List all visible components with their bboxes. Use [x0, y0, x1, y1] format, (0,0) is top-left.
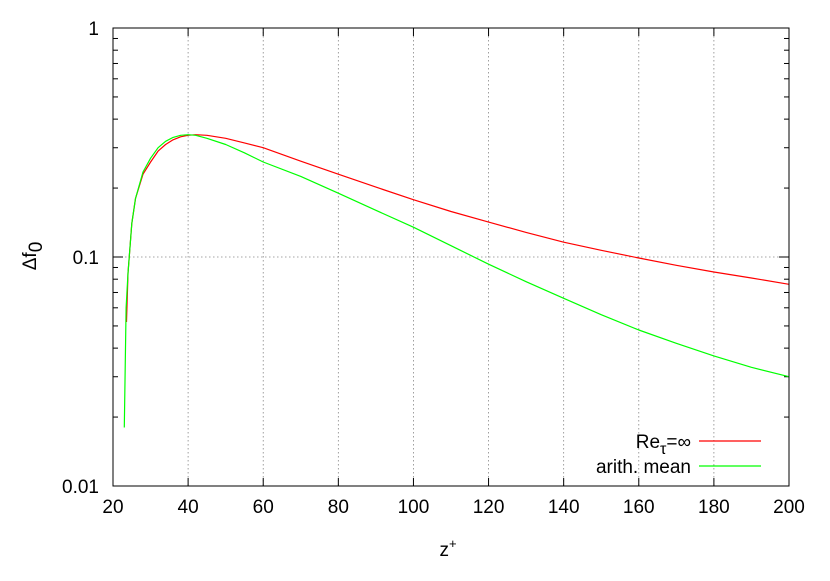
x-tick-label: 80	[328, 497, 349, 518]
y-axis-label: Δf0	[20, 242, 47, 271]
tick-labels: 20 40 60 80 100 120 140 160 180 200 0.01 0.1 1	[62, 19, 805, 518]
legend: Reτ=∞ arith. mean	[596, 432, 761, 478]
x-tick-label: 160	[623, 497, 655, 518]
x-tick-label: 180	[698, 497, 730, 518]
legend-label-arith-mean: arith. mean	[596, 457, 691, 478]
x-tick-label: 20	[102, 497, 123, 518]
x-tick-label: 60	[253, 497, 274, 518]
series-line-arith-mean	[123, 134, 790, 428]
plot-frame	[112, 27, 790, 487]
x-axis-label: z+	[439, 536, 456, 561]
y-tick-label: 0.1	[73, 248, 99, 269]
series-line-re-tau	[125, 134, 790, 323]
grid	[113, 28, 789, 486]
y-tick-label: 0.01	[62, 477, 99, 498]
legend-label-re-tau: Reτ=∞	[636, 432, 691, 458]
y-tick-label: 1	[88, 19, 99, 40]
x-tick-label: 140	[548, 497, 580, 518]
series-lines	[123, 134, 790, 428]
x-tick-label: 100	[398, 497, 430, 518]
x-tick-label: 200	[773, 497, 805, 518]
x-tick-label: 40	[178, 497, 199, 518]
x-tick-label: 120	[473, 497, 505, 518]
